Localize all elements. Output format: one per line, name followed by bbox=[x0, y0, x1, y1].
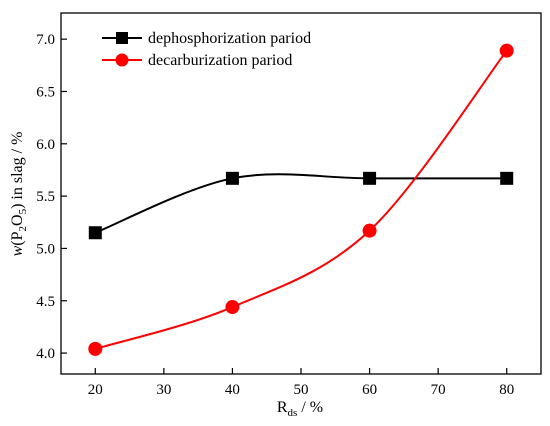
x-tick-label: 50 bbox=[294, 382, 309, 398]
y-axis-title-sub2: 5 bbox=[17, 208, 29, 214]
x-axis: 20 30 40 50 60 70 80 bbox=[88, 368, 514, 398]
plot-frame bbox=[60, 12, 542, 375]
y-axis-title-o: O bbox=[9, 214, 26, 226]
x-axis-title-sub: ds bbox=[288, 407, 298, 419]
legend-label-dephosphorization: dephosphorization pariod bbox=[148, 30, 311, 47]
series-layer bbox=[88, 43, 514, 356]
x-axis-title-unit: / % bbox=[297, 399, 323, 416]
y-axis-title-sub1: 2 bbox=[17, 226, 29, 232]
legend: dephosphorization pariod decarburization… bbox=[102, 30, 311, 69]
y-axis-title-p: (P bbox=[9, 231, 26, 245]
y-tick-label: 5.0 bbox=[36, 241, 55, 257]
y-tick-label: 6.0 bbox=[36, 137, 55, 153]
data-point-dephosphorization bbox=[500, 171, 514, 185]
y-tick-label: 7.0 bbox=[36, 32, 55, 48]
legend-marker-dephosphorization bbox=[116, 32, 128, 44]
data-point-decarburization bbox=[499, 43, 514, 58]
y-axis-title: w(P2O5) in slag / % bbox=[9, 132, 29, 257]
x-axis-title-main: R bbox=[277, 399, 288, 416]
data-point-dephosphorization bbox=[363, 171, 377, 185]
x-tick-label: 80 bbox=[499, 382, 514, 398]
x-tick-label: 60 bbox=[362, 382, 377, 398]
data-point-decarburization bbox=[362, 223, 377, 238]
x-tick-label: 30 bbox=[156, 382, 171, 398]
data-point-dephosphorization bbox=[88, 226, 102, 240]
legend-label-decarburization: decarburization pariod bbox=[148, 52, 292, 69]
y-tick-label: 4.5 bbox=[36, 294, 55, 310]
legend-marker-decarburization bbox=[115, 53, 129, 67]
data-point-dephosphorization bbox=[225, 171, 239, 185]
series-line-decarburization bbox=[94, 50, 508, 350]
data-point-decarburization bbox=[225, 300, 240, 315]
x-tick-label: 70 bbox=[431, 382, 446, 398]
x-tick-label: 40 bbox=[225, 382, 240, 398]
data-point-decarburization bbox=[88, 341, 103, 356]
y-tick-label: 4.0 bbox=[36, 346, 55, 362]
y-axis-title-rest: ) in slag / % bbox=[9, 132, 26, 209]
y-axis: 4.0 4.5 5.0 5.5 6.0 6.5 7.0 bbox=[36, 32, 67, 362]
y-tick-label: 6.5 bbox=[36, 84, 55, 100]
y-axis-title-w: w bbox=[9, 245, 26, 256]
series-line-dephosphorization bbox=[94, 173, 507, 234]
x-axis-title: Rds / % bbox=[277, 399, 323, 419]
y-tick-label: 5.5 bbox=[36, 189, 55, 205]
x-tick-label: 20 bbox=[88, 382, 103, 398]
